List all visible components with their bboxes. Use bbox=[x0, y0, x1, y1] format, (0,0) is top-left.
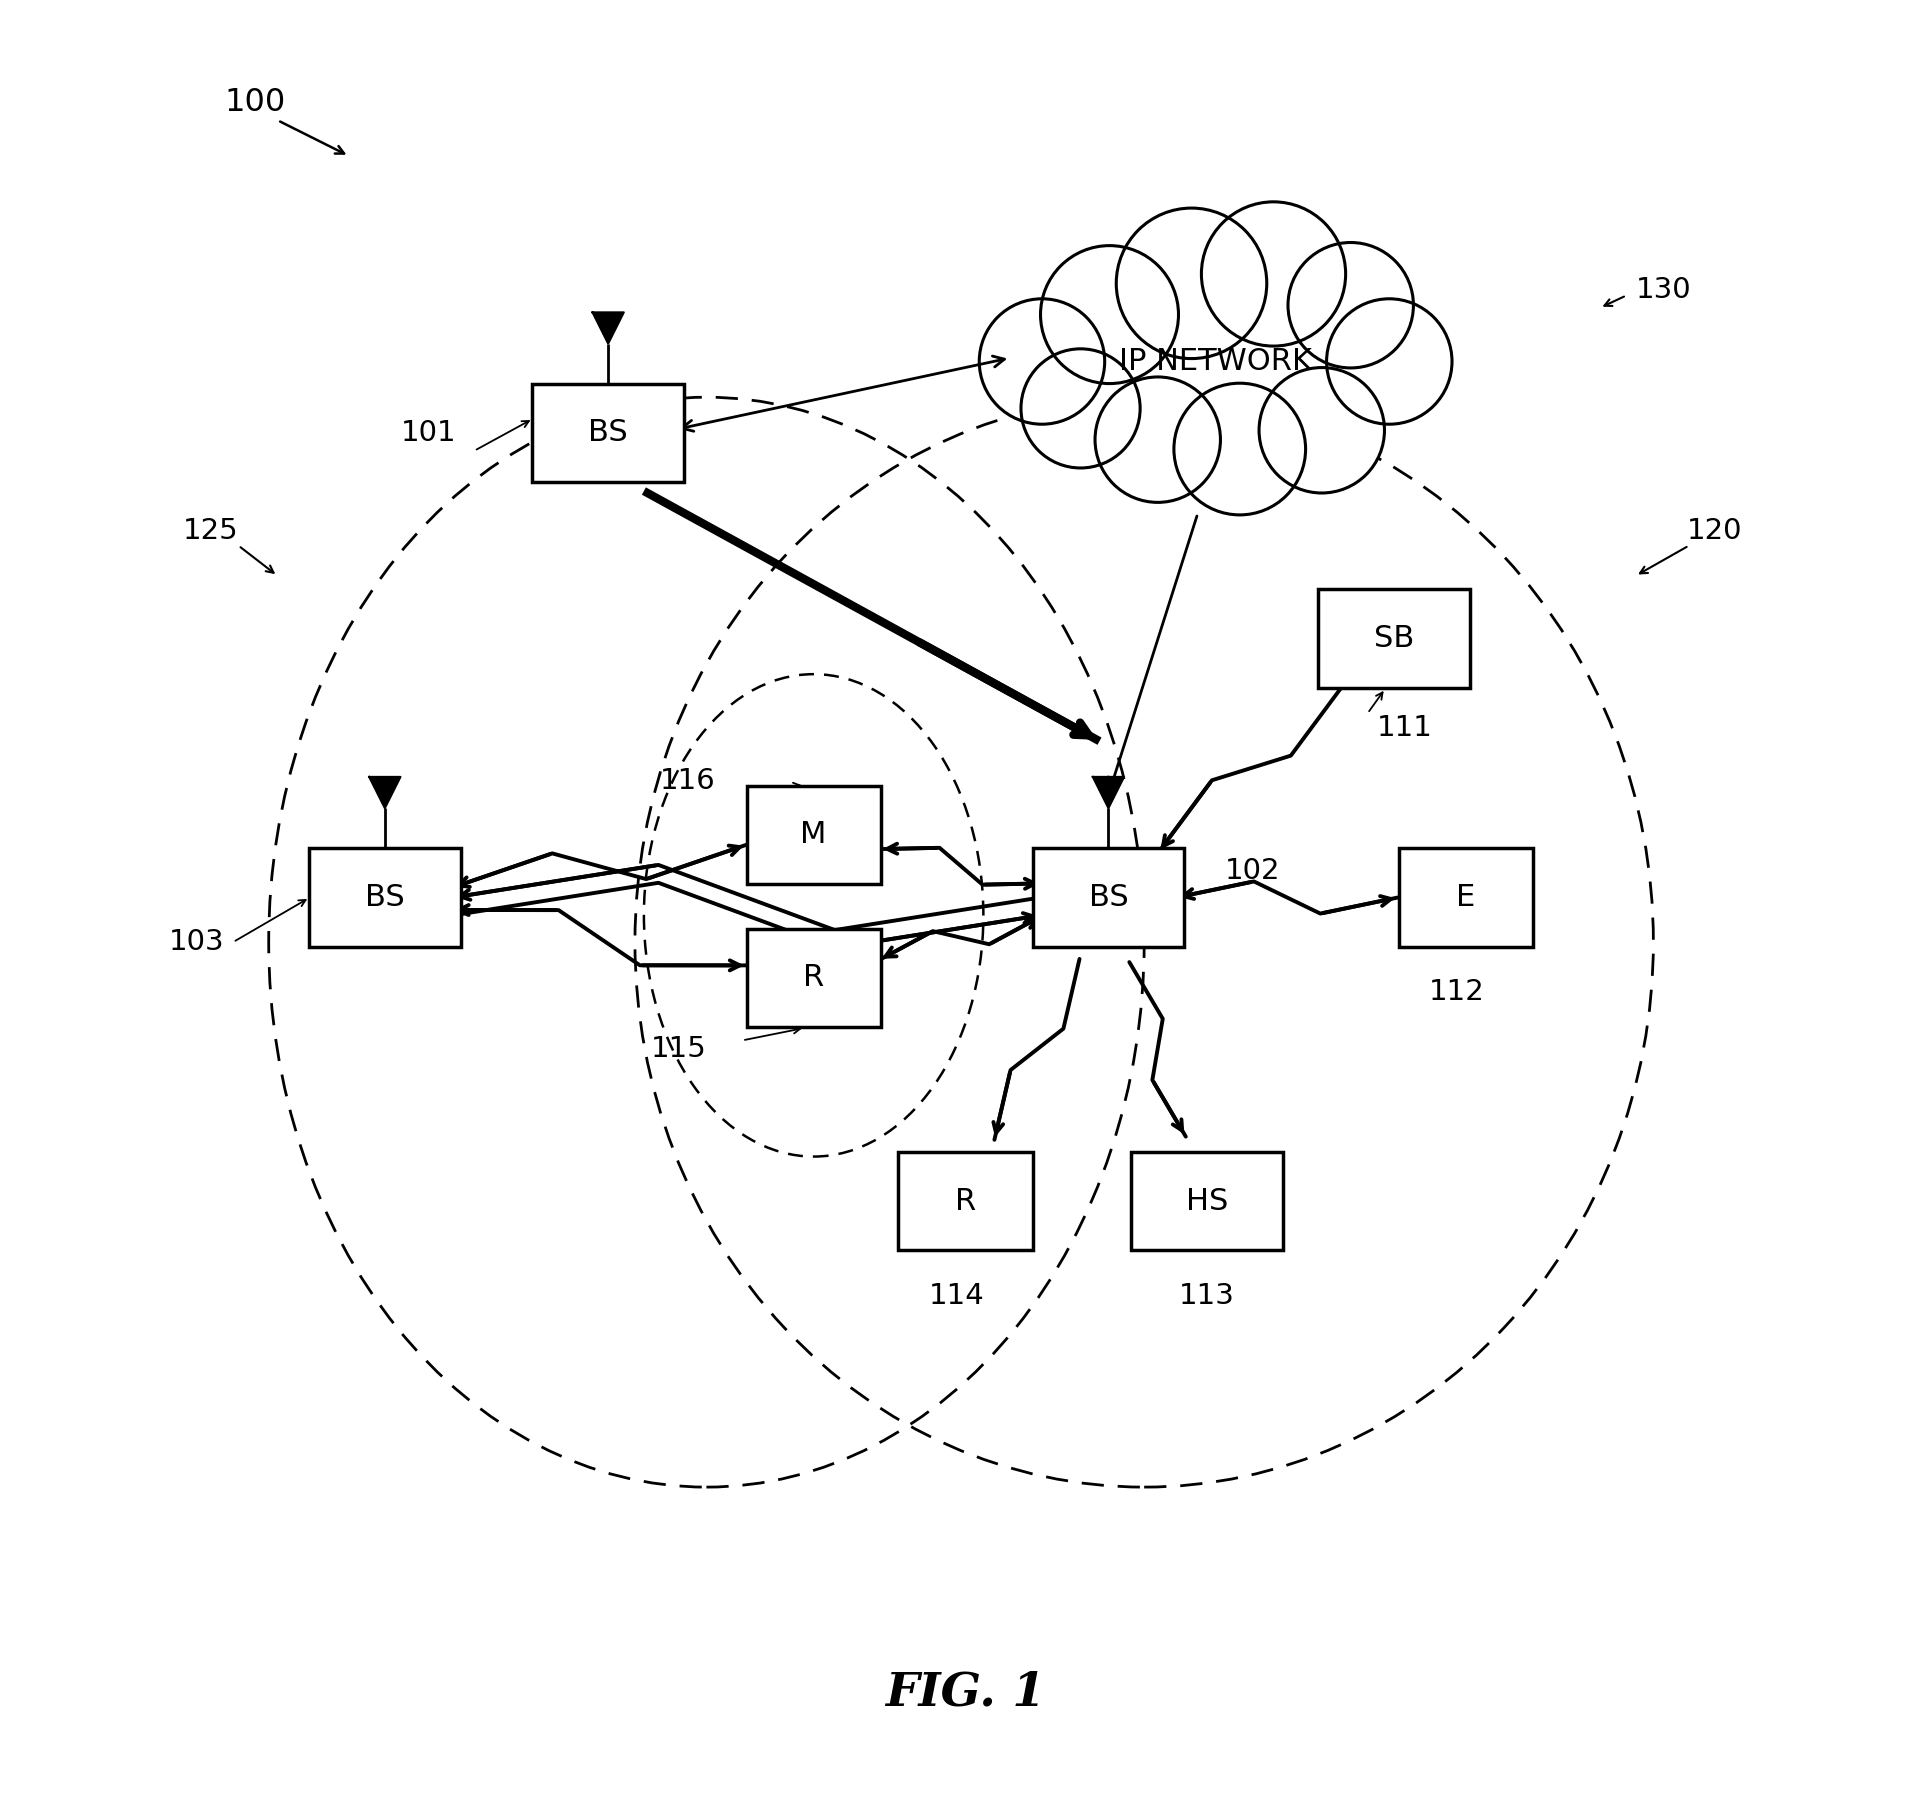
Text: R: R bbox=[953, 1186, 977, 1215]
Text: SB: SB bbox=[1374, 625, 1413, 653]
FancyBboxPatch shape bbox=[747, 928, 880, 1027]
Text: 114: 114 bbox=[928, 1282, 984, 1310]
Polygon shape bbox=[593, 312, 623, 343]
Circle shape bbox=[979, 298, 1104, 424]
Text: IP NETWORK: IP NETWORK bbox=[1119, 346, 1312, 375]
Ellipse shape bbox=[1058, 275, 1372, 447]
Circle shape bbox=[1258, 368, 1384, 494]
Circle shape bbox=[1200, 201, 1345, 346]
Circle shape bbox=[1021, 348, 1139, 468]
FancyBboxPatch shape bbox=[533, 384, 683, 483]
FancyBboxPatch shape bbox=[1397, 849, 1532, 946]
Text: 102: 102 bbox=[1224, 856, 1280, 885]
FancyBboxPatch shape bbox=[897, 1152, 1033, 1251]
Text: HS: HS bbox=[1185, 1186, 1227, 1215]
Circle shape bbox=[1116, 208, 1266, 359]
FancyBboxPatch shape bbox=[1033, 849, 1183, 946]
FancyBboxPatch shape bbox=[1318, 589, 1469, 687]
FancyBboxPatch shape bbox=[747, 786, 880, 885]
Text: 120: 120 bbox=[1687, 517, 1741, 546]
Text: 103: 103 bbox=[168, 928, 224, 957]
Text: 100: 100 bbox=[224, 86, 286, 118]
Circle shape bbox=[1094, 377, 1220, 503]
Text: 116: 116 bbox=[660, 768, 714, 795]
Text: 111: 111 bbox=[1376, 714, 1432, 741]
Text: 113: 113 bbox=[1177, 1282, 1233, 1310]
Text: BS: BS bbox=[1089, 883, 1127, 912]
Text: 130: 130 bbox=[1635, 276, 1691, 303]
Text: 115: 115 bbox=[650, 1036, 706, 1063]
Text: E: E bbox=[1455, 883, 1475, 912]
Text: M: M bbox=[801, 820, 826, 849]
Circle shape bbox=[1040, 246, 1177, 384]
Text: R: R bbox=[803, 964, 824, 993]
Text: FIG. 1: FIG. 1 bbox=[886, 1669, 1044, 1716]
Polygon shape bbox=[369, 777, 400, 808]
Text: BS: BS bbox=[365, 883, 405, 912]
Circle shape bbox=[1173, 382, 1305, 515]
FancyBboxPatch shape bbox=[1131, 1152, 1282, 1251]
Text: 112: 112 bbox=[1428, 978, 1484, 1005]
FancyBboxPatch shape bbox=[309, 849, 461, 946]
Text: 101: 101 bbox=[400, 418, 455, 447]
Text: 125: 125 bbox=[183, 517, 239, 546]
Circle shape bbox=[1287, 242, 1413, 368]
Circle shape bbox=[1326, 298, 1451, 424]
Polygon shape bbox=[1092, 777, 1123, 808]
Text: BS: BS bbox=[589, 418, 627, 447]
